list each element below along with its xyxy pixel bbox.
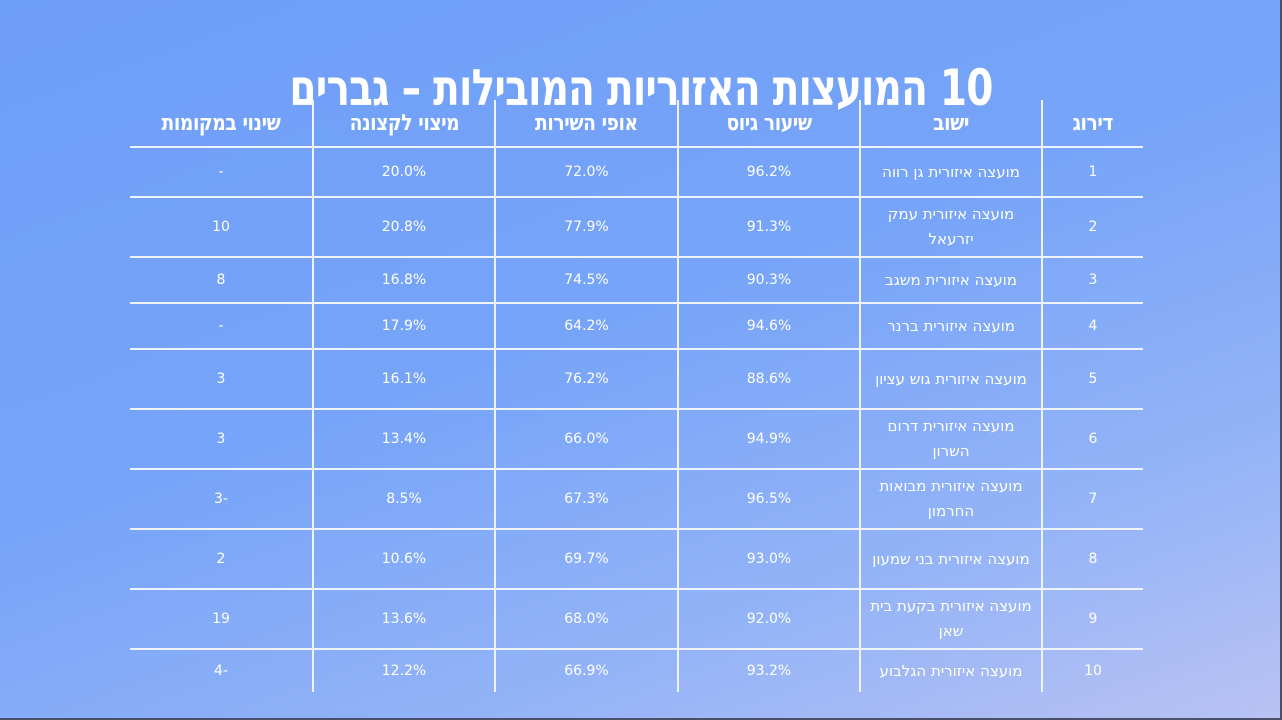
cell-settlement: מועצה איזורית גן רווה	[859, 146, 1043, 198]
cell-rank-change: -	[130, 146, 314, 198]
cell-rank: 9	[1041, 588, 1143, 650]
cell-settlement: מועצה איזורית ברנר	[859, 302, 1043, 350]
cell-rank: 2	[1041, 196, 1143, 258]
cell-maximize-officers: 16.8%	[312, 256, 496, 304]
cell-settlement: מועצה איזורית מבואות החרמון	[859, 468, 1043, 530]
cell-rank: 5	[1041, 348, 1143, 410]
header-rank-change: שינוי במקומות	[130, 100, 314, 148]
cell-rank-change: 8	[130, 256, 314, 304]
cell-service-character: 69.7%	[494, 528, 679, 590]
cell-settlement: מועצה איזורית דרום השרון	[859, 408, 1043, 470]
cell-service-character: 68.0%	[494, 588, 679, 650]
table-row: 2 מועצה איזורית עמק יזרעאל 91.3% 77.9% 2…	[130, 196, 1143, 258]
cell-rank-change: 2	[130, 528, 314, 590]
header-rank-change-label: שינוי במקומות	[161, 110, 281, 136]
table-row: 5 מועצה איזורית גוש עציון 88.6% 76.2% 16…	[130, 348, 1143, 410]
cell-conscription-rate: 93.0%	[677, 528, 861, 590]
cell-service-character: 72.0%	[494, 146, 679, 198]
cell-conscription-rate: 90.3%	[677, 256, 861, 304]
cell-settlement: מועצה איזורית הגלבוע	[859, 648, 1043, 692]
cell-maximize-officers: 13.6%	[312, 588, 496, 650]
table-row: 6 מועצה איזורית דרום השרון 94.9% 66.0% 1…	[130, 408, 1143, 470]
cell-maximize-officers: 12.2%	[312, 648, 496, 692]
cell-conscription-rate: 93.2%	[677, 648, 861, 692]
cell-maximize-officers: 16.1%	[312, 348, 496, 410]
table-row: 8 מועצה איזורית בני שמעון 93.0% 69.7% 10…	[130, 528, 1143, 590]
cell-maximize-officers: 8.5%	[312, 468, 496, 530]
header-settlement: ישוב	[859, 100, 1043, 148]
header-conscription-rate-label: שיעור גיוס	[726, 110, 812, 136]
cell-service-character: 64.2%	[494, 302, 679, 350]
cell-settlement: מועצה איזורית בקעת בית שאן	[859, 588, 1043, 650]
cell-service-character: 66.9%	[494, 648, 679, 692]
cell-conscription-rate: 88.6%	[677, 348, 861, 410]
cell-service-character: 74.5%	[494, 256, 679, 304]
table-row: 3 מועצה איזורית משגב 90.3% 74.5% 16.8% 8	[130, 256, 1143, 304]
table-row: 10 מועצה איזורית הגלבוע 93.2% 66.9% 12.2…	[130, 648, 1143, 692]
cell-rank-change: 19	[130, 588, 314, 650]
cell-service-character: 67.3%	[494, 468, 679, 530]
cell-maximize-officers: 13.4%	[312, 408, 496, 470]
header-settlement-label: ישוב	[933, 110, 969, 136]
cell-rank-change: 3	[130, 348, 314, 410]
leaders-table: דירוג ישוב שיעור גיוס אופי השירות מיצוי …	[130, 100, 1143, 692]
cell-settlement: מועצה איזורית גוש עציון	[859, 348, 1043, 410]
cell-settlement: מועצה איזורית עמק יזרעאל	[859, 196, 1043, 258]
cell-maximize-officers: 10.6%	[312, 528, 496, 590]
header-rank-label: דירוג	[1072, 110, 1114, 136]
table-row: 9 מועצה איזורית בקעת בית שאן 92.0% 68.0%…	[130, 588, 1143, 650]
cell-conscription-rate: 94.9%	[677, 408, 861, 470]
header-rank: דירוג	[1041, 100, 1143, 148]
cell-conscription-rate: 94.6%	[677, 302, 861, 350]
cell-rank: 6	[1041, 408, 1143, 470]
header-conscription-rate: שיעור גיוס	[677, 100, 861, 148]
header-service-character: אופי השירות	[494, 100, 679, 148]
cell-maximize-officers: 20.8%	[312, 196, 496, 258]
cell-settlement: מועצה איזורית משגב	[859, 256, 1043, 304]
cell-rank: 7	[1041, 468, 1143, 530]
cell-rank-change: -	[130, 302, 314, 350]
table-row: 1 מועצה איזורית גן רווה 96.2% 72.0% 20.0…	[130, 146, 1143, 198]
cell-conscription-rate: 96.2%	[677, 146, 861, 198]
header-service-character-label: אופי השירות	[535, 110, 638, 136]
cell-service-character: 66.0%	[494, 408, 679, 470]
cell-rank-change: 10	[130, 196, 314, 258]
cell-rank: 10	[1041, 648, 1143, 692]
cell-rank-change: 3	[130, 408, 314, 470]
cell-settlement: מועצה איזורית בני שמעון	[859, 528, 1043, 590]
cell-service-character: 77.9%	[494, 196, 679, 258]
cell-maximize-officers: 20.0%	[312, 146, 496, 198]
cell-rank: 8	[1041, 528, 1143, 590]
header-maximize-officers-label: מיצוי לקצונה	[349, 110, 459, 136]
cell-service-character: 76.2%	[494, 348, 679, 410]
cell-rank: 4	[1041, 302, 1143, 350]
cell-conscription-rate: 96.5%	[677, 468, 861, 530]
cell-rank-change: -3	[130, 468, 314, 530]
table-row: 7 מועצה איזורית מבואות החרמון 96.5% 67.3…	[130, 468, 1143, 530]
cell-rank: 1	[1041, 146, 1143, 198]
cell-rank: 3	[1041, 256, 1143, 304]
cell-conscription-rate: 91.3%	[677, 196, 861, 258]
cell-rank-change: -4	[130, 648, 314, 692]
header-maximize-officers: מיצוי לקצונה	[312, 100, 496, 148]
cell-maximize-officers: 17.9%	[312, 302, 496, 350]
cell-conscription-rate: 92.0%	[677, 588, 861, 650]
table-header-row: דירוג ישוב שיעור גיוס אופי השירות מיצוי …	[130, 100, 1143, 148]
table-row: 4 מועצה איזורית ברנר 94.6% 64.2% 17.9% -	[130, 302, 1143, 350]
